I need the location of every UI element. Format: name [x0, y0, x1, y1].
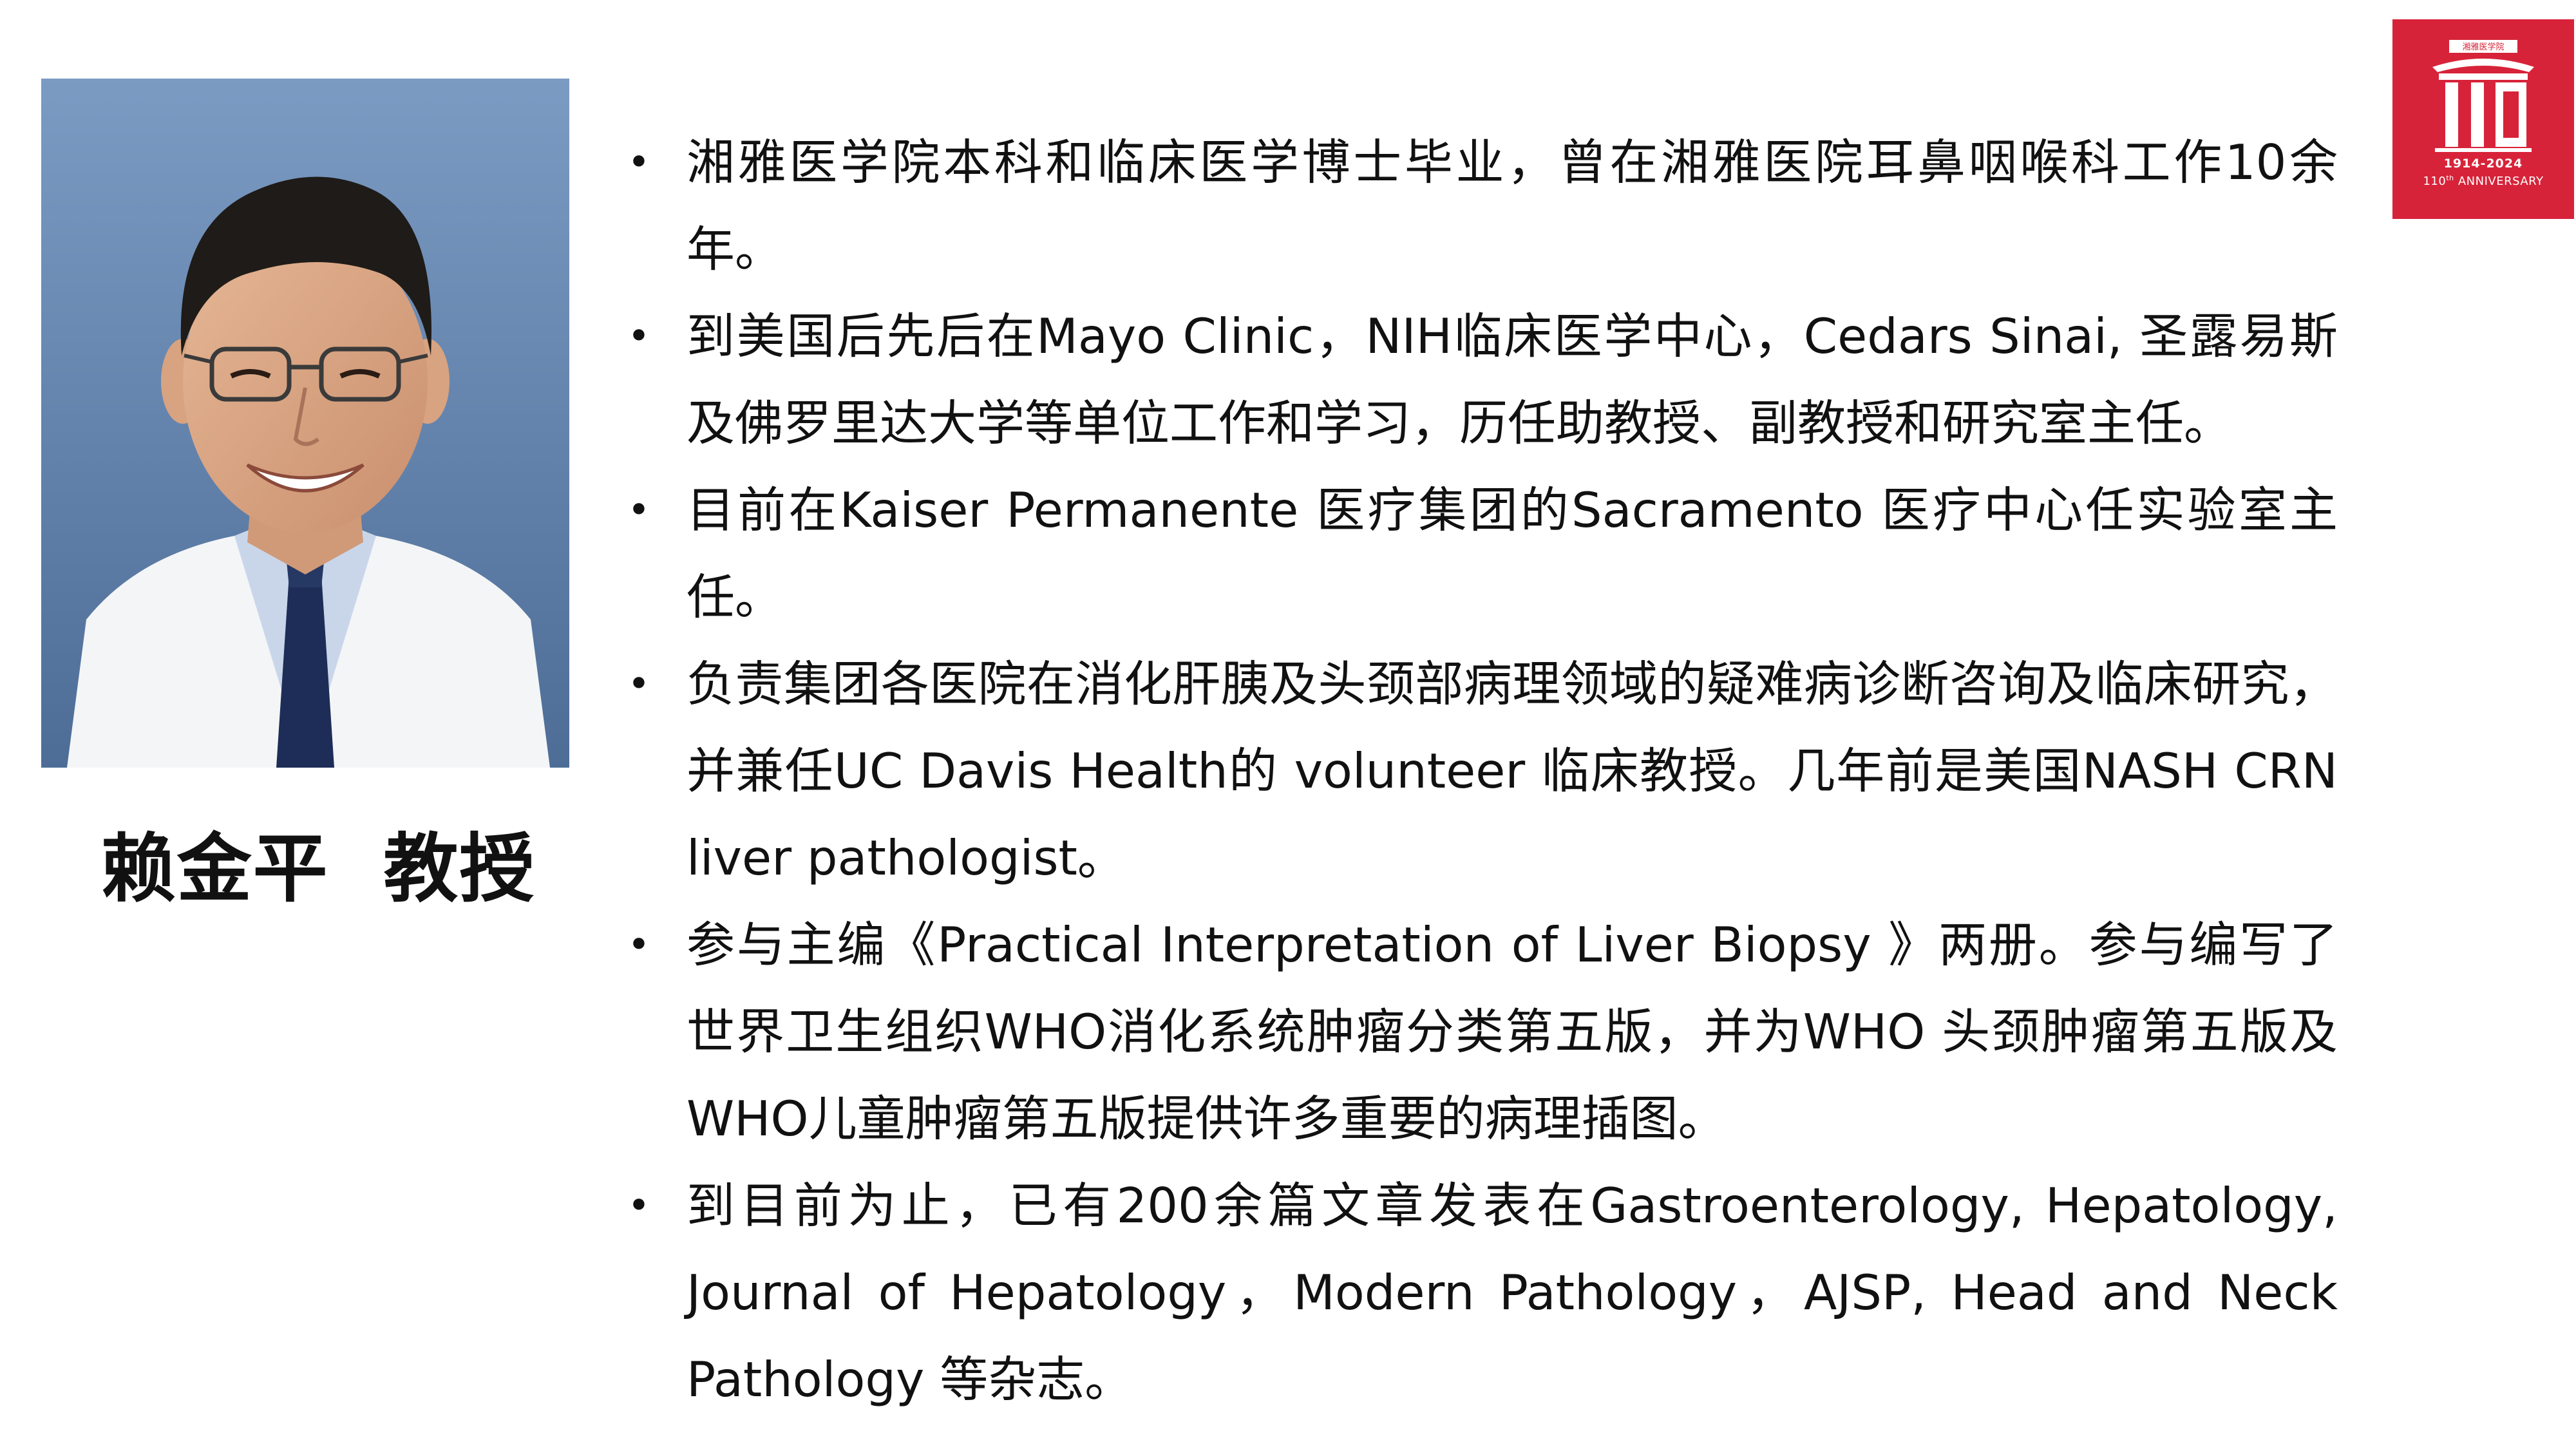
bio-item-text: 到美国后先后在Mayo Clinic，NIH临床医学中心，Cedars Sina…: [687, 308, 2338, 451]
bio-item-text: 参与主编《Practical Interpretation of Liver B…: [687, 916, 2338, 1147]
bio-item-text: 到目前为止，已有200余篇文章发表在Gastroenterology, Hepa…: [687, 1177, 2338, 1408]
bio-item: • 目前在Kaiser Permanente 医疗集团的Sacramento 医…: [612, 467, 2338, 641]
bio-item: • 到目前为止，已有200余篇文章发表在Gastroenterology, He…: [612, 1162, 2338, 1423]
bio-item: • 湘雅医学院本科和临床医学博士毕业，曾在湘雅医院耳鼻咽喉科工作10余年。: [612, 119, 2338, 293]
bullet-icon: •: [627, 140, 650, 185]
bullet-icon: •: [627, 314, 650, 359]
logo-anniversary-text: ANNIVERSARY: [2458, 175, 2544, 188]
gate-icon: 湘雅医学院: [2432, 40, 2534, 152]
portrait-illustration: [41, 79, 569, 768]
bullet-icon: •: [627, 1183, 650, 1228]
bullet-icon: •: [627, 922, 650, 967]
bio-list: • 湘雅医学院本科和临床医学博士毕业，曾在湘雅医院耳鼻咽喉科工作10余年。 • …: [612, 119, 2338, 1423]
profile-name: 赖金平 教授: [100, 826, 536, 913]
bio-item: • 到美国后先后在Mayo Clinic，NIH临床医学中心，Cedars Si…: [612, 293, 2338, 467]
logo-anniversary: 110th ANNIVERSARY: [2392, 174, 2574, 188]
anniversary-logo: 湘雅医学院 1914-2024 110th ANNIVERSARY: [2392, 19, 2574, 219]
bio-item-text: 负责集团各医院在消化肝胰及头颈部病理领域的疑难病诊断咨询及临床研究，并兼任UC …: [687, 656, 2338, 886]
bio-item-text: 湘雅医学院本科和临床医学博士毕业，曾在湘雅医院耳鼻咽喉科工作10余年。: [687, 134, 2338, 278]
logo-banner-text: 湘雅医学院: [2462, 42, 2504, 52]
bio-item: • 参与主编《Practical Interpretation of Liver…: [612, 902, 2338, 1162]
logo-years: 1914-2024: [2443, 156, 2523, 171]
portrait-photo: [41, 79, 569, 768]
bullet-icon: •: [627, 661, 650, 706]
bio-item: • 负责集团各医院在消化肝胰及头颈部病理领域的疑难病诊断咨询及临床研究，并兼任U…: [612, 641, 2338, 902]
logo-ordinal-suffix: th: [2446, 174, 2454, 182]
bullet-icon: •: [627, 488, 650, 533]
bio-item-text: 目前在Kaiser Permanente 医疗集团的Sacramento 医疗中…: [687, 482, 2338, 625]
logo-ordinal: 110: [2423, 175, 2447, 188]
